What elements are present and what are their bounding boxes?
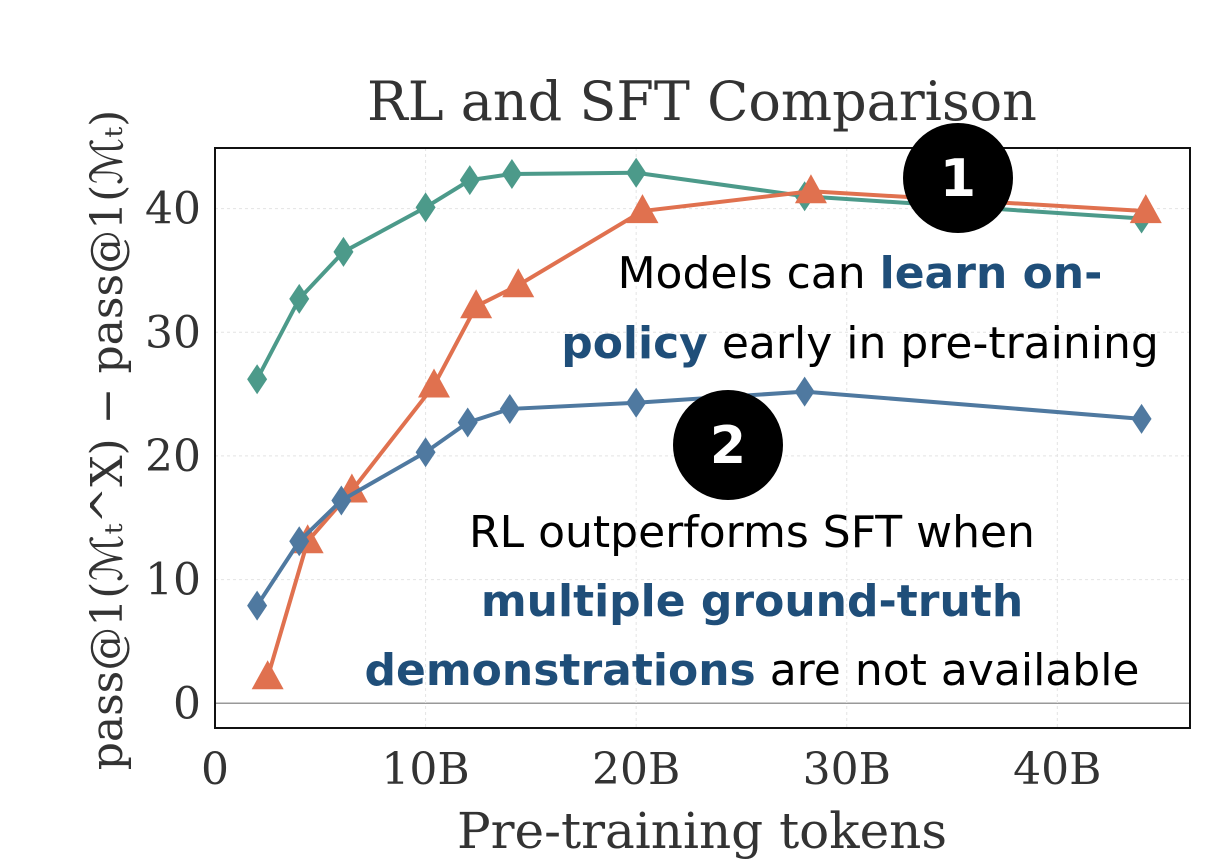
plot-frame <box>214 147 1191 729</box>
marker <box>626 157 647 188</box>
annotation-segment: policy <box>561 318 708 369</box>
marker <box>333 236 354 267</box>
marker <box>499 393 520 424</box>
x-axis-label: Pre-training tokens <box>457 802 947 860</box>
marker <box>502 268 535 298</box>
annotation: policy early in pre-training <box>561 318 1159 369</box>
marker <box>415 192 436 223</box>
marker <box>418 368 451 398</box>
y-tick-label: 40 <box>145 184 201 235</box>
marker <box>626 387 647 418</box>
annotation-segment: multiple ground-truth <box>481 576 1023 627</box>
annotation-segment: RL outperforms SFT when <box>469 507 1035 558</box>
marker <box>415 437 436 468</box>
y-tick-label: 10 <box>145 555 201 606</box>
badge-label: 1 <box>940 149 976 209</box>
badge-circle <box>673 390 783 500</box>
x-tick-label: 40B <box>1013 744 1101 795</box>
annotation-segment: Models can <box>618 248 880 299</box>
annotation: multiple ground-truth <box>481 576 1023 627</box>
marker <box>289 283 310 314</box>
marker <box>794 174 827 204</box>
marker <box>501 158 522 189</box>
marker <box>457 407 478 438</box>
x-tick-label: 20B <box>592 744 680 795</box>
marker <box>794 376 815 407</box>
annotation: demonstrations are not available <box>365 645 1140 696</box>
marker <box>1131 403 1152 434</box>
annotation: Models can learn on- <box>618 248 1103 299</box>
marker <box>289 526 310 557</box>
x-tick-label: 30B <box>803 744 891 795</box>
annotation-segment: demonstrations <box>365 645 756 696</box>
chart-title: RL and SFT Comparison <box>367 70 1037 133</box>
marker <box>460 289 493 319</box>
marker <box>247 364 268 395</box>
y-tick-label: 0 <box>173 678 201 729</box>
x-tick-label: 10B <box>381 744 469 795</box>
y-tick-label: 20 <box>145 431 201 482</box>
marker <box>247 590 268 621</box>
annotation-segment: are not available <box>756 645 1140 696</box>
badge-circle <box>903 123 1013 233</box>
marker <box>331 485 352 516</box>
annotation: RL outperforms SFT when <box>469 507 1035 558</box>
annotation-segment: learn on- <box>880 248 1103 299</box>
annotation-segment: early in pre-training <box>708 318 1159 369</box>
marker <box>1129 194 1162 224</box>
y-tick-label: 30 <box>145 307 201 358</box>
marker <box>251 660 284 690</box>
badge-label: 2 <box>710 416 746 476</box>
marker <box>626 194 659 224</box>
x-tick-label: 0 <box>201 744 229 795</box>
y-axis-label: pass@1(ℳₜ^X) − pass@1(ℳₜ) <box>82 110 133 771</box>
marker <box>459 165 480 196</box>
